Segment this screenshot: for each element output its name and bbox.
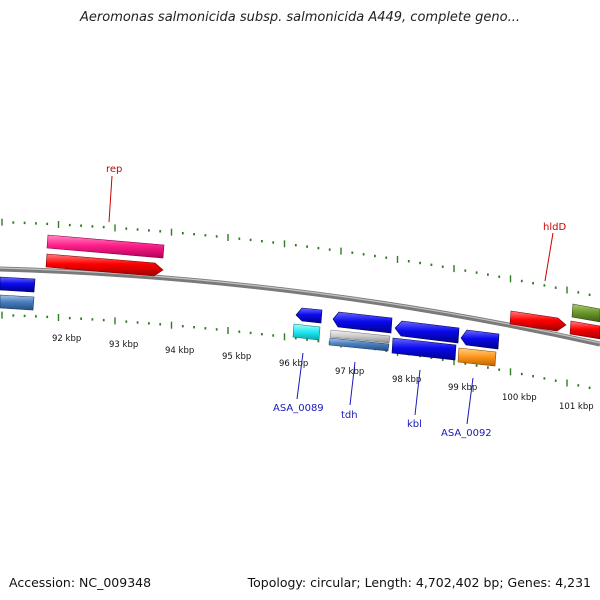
map-title: Aeromonas salmonicida subsp. salmonicida… [80, 10, 520, 25]
gene-forward-red-edge[interactable] [569, 320, 600, 340]
gene-tdh-silver[interactable] [329, 329, 391, 344]
gene-rep[interactable] [46, 234, 165, 259]
scale-label-97kbp: 97 kbp [335, 367, 364, 377]
gene-label-asa-0092[interactable]: ASA_0092 [441, 428, 492, 439]
scale-label-96kbp: 96 kbp [279, 359, 308, 369]
gene-label-asa-0089[interactable]: ASA_0089 [273, 403, 324, 414]
gene-kbl-lower[interactable] [391, 337, 457, 361]
scale-label-94kbp: 94 kbp [165, 346, 194, 356]
leader-line-rep [108, 175, 113, 223]
gene-label-rep[interactable]: rep [106, 164, 122, 175]
gene-tdh[interactable] [332, 311, 393, 334]
accession-text: Accession: NC_009348 [9, 575, 152, 590]
leader-line-hldD [544, 232, 554, 282]
gene-label-kbl[interactable]: kbl [407, 419, 422, 430]
gene-tdh-steel[interactable] [328, 337, 390, 352]
scale-label-93kbp: 93 kbp [109, 340, 138, 350]
genome-backbone [0, 266, 600, 347]
reverse-strand-genes [0, 276, 500, 367]
gene-asa-0089[interactable] [295, 307, 323, 324]
scale-label-99kbp: 99 kbp [448, 383, 477, 393]
gene-forward-red[interactable] [45, 253, 164, 277]
gene-hldD[interactable] [509, 310, 567, 332]
gene-forward-olive[interactable] [571, 303, 600, 323]
gene-label-hldD[interactable]: hldD [543, 222, 566, 233]
topology-summary: Topology: circular; Length: 4,702,402 bp… [247, 575, 591, 590]
leader-line-kbl [414, 369, 421, 416]
gene-asa-0089-cyan[interactable] [292, 323, 321, 341]
forward-strand-genes [45, 234, 600, 340]
scale-label-98kbp: 98 kbp [392, 375, 421, 385]
gene-asa-0092-orange[interactable] [457, 347, 497, 367]
gene-label-tdh[interactable]: tdh [341, 410, 358, 421]
scale-label-95kbp: 95 kbp [222, 352, 251, 362]
leader-line-asa-0092 [466, 377, 474, 425]
gene-reverse-blue-left[interactable] [0, 276, 36, 293]
leader-line-asa-0089 [296, 352, 304, 400]
scale-ticks-top [1, 218, 591, 296]
scale-label-92kbp: 92 kbp [52, 334, 81, 344]
gene-asa-0092[interactable] [460, 329, 500, 350]
gene-kbl[interactable] [394, 320, 460, 344]
scale-label-101kbp: 101 kbp [559, 402, 594, 412]
leader-line-tdh [349, 361, 356, 406]
gene-reverse-steel-left[interactable] [0, 294, 35, 311]
scale-label-100kbp: 100 kbp [502, 393, 537, 403]
genome-backbone-highlight [0, 267, 600, 344]
